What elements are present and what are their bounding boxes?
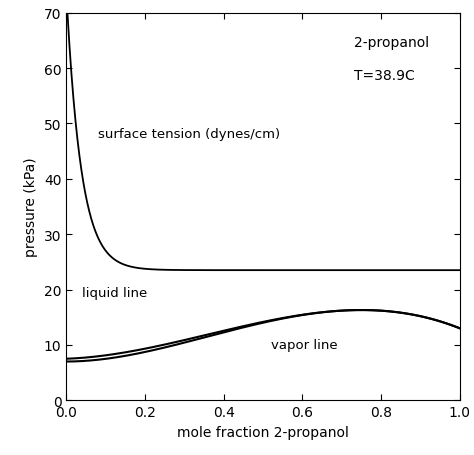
Text: liquid line: liquid line [82, 287, 147, 299]
Text: surface tension (dynes/cm): surface tension (dynes/cm) [98, 128, 280, 141]
X-axis label: mole fraction 2-propanol: mole fraction 2-propanol [177, 425, 349, 439]
Text: vapor line: vapor line [271, 338, 337, 351]
Text: 2-propanol: 2-propanol [354, 36, 428, 50]
Text: T=38.9C: T=38.9C [354, 69, 414, 83]
Y-axis label: pressure (kPa): pressure (kPa) [24, 157, 38, 257]
